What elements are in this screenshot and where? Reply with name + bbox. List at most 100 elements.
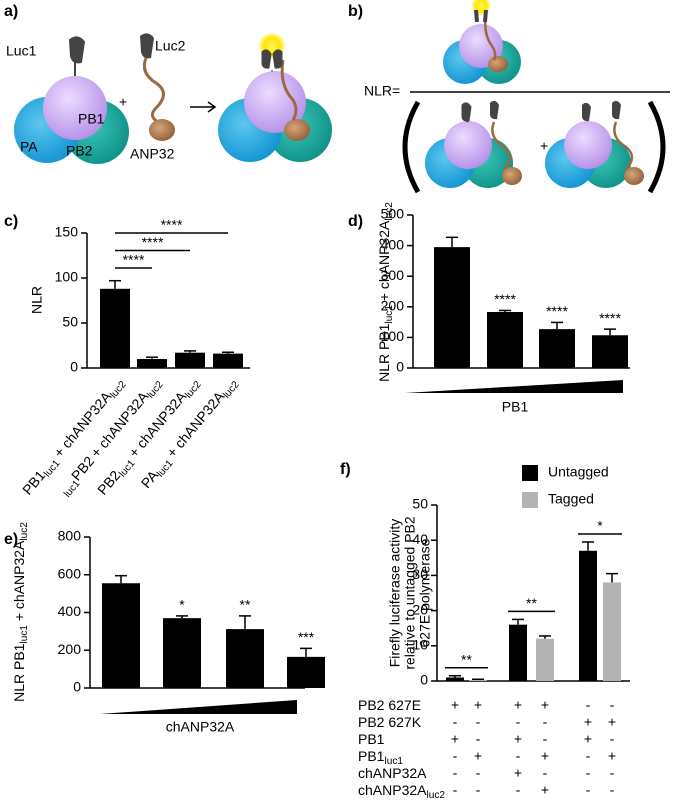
label-part: luc2 (108, 379, 129, 401)
significance-label: **** (599, 310, 621, 326)
condition-cell: - (453, 714, 458, 730)
anp32-domain (284, 119, 310, 141)
y-tick-label: 150 (55, 224, 79, 240)
y-tick-label: 200 (381, 298, 405, 314)
label-part: PB2 627E (358, 697, 421, 713)
condition-label: PB2 627K (358, 714, 422, 730)
label-part: PB1 (358, 731, 385, 747)
panel-label: b) (348, 3, 363, 20)
anp32-tail (142, 57, 165, 124)
panel-label: a) (4, 3, 18, 20)
luc1-label: Luc1 (6, 43, 37, 59)
pb1-subunit (43, 76, 107, 140)
y-tick-label: 200 (58, 641, 82, 657)
label-part: luc2 (19, 522, 30, 541)
legend-swatch (522, 492, 538, 508)
y-axis-label: NLR PB1luc1 + chANP32Aluc2 (11, 522, 30, 702)
panel-label: d) (348, 213, 363, 230)
condition-cell: - (610, 765, 615, 781)
pa-label: PA (20, 139, 38, 155)
y-tick-label: 800 (58, 528, 82, 544)
panel-label: e) (4, 531, 18, 548)
anp32-tail (280, 59, 298, 121)
significance-label: * (179, 597, 185, 613)
pb2-label: PB2 (66, 143, 93, 159)
bar (434, 247, 470, 368)
label-part: luc1 (19, 625, 30, 644)
condition-cell: + (514, 697, 522, 713)
label-part: luc2 (183, 379, 204, 401)
label-part: luc2 (221, 379, 242, 401)
anp32-tail (484, 13, 497, 61)
luc1-tag (68, 36, 86, 76)
condition-label: PB1 (358, 731, 385, 747)
significance-label: * (597, 518, 603, 534)
condition-cell: - (610, 697, 615, 713)
significance-label: ** (461, 651, 472, 667)
condition-cell: - (453, 765, 458, 781)
condition-cell: - (586, 697, 591, 713)
anp32-domain (488, 56, 508, 72)
bar (536, 638, 554, 681)
y-tick-label: 10 (412, 637, 428, 653)
bar (509, 624, 527, 681)
luc2-label: Luc2 (155, 38, 186, 54)
condition-cell: - (516, 782, 521, 798)
legend-label: Untagged (548, 464, 609, 480)
condition-cell: - (476, 765, 481, 781)
y-tick-label: 0 (70, 359, 78, 375)
condition-label: chANP32Aluc2 (358, 782, 445, 800)
label-part: luc2 (384, 202, 395, 221)
bar (137, 359, 167, 368)
parenthesis (647, 100, 666, 194)
y-tick-label: 100 (381, 328, 405, 344)
pb1-label: PB1 (78, 111, 105, 127)
condition-cell: - (516, 714, 521, 730)
y-tick-label: 500 (381, 206, 405, 222)
condition-cell: - (543, 714, 548, 730)
anp32-tail (613, 121, 634, 170)
pb1-subunit (444, 121, 492, 169)
label-part: luc2 (426, 790, 445, 800)
anp32-domain (624, 167, 644, 185)
label-part: NLR PB1 (376, 323, 392, 382)
y-axis-label: relative to untagged PB2 (402, 516, 418, 670)
nlr-label: NLR= (364, 83, 400, 99)
anp32-tail (491, 121, 512, 170)
significance-label: **** (161, 217, 183, 233)
condition-cell: + (451, 731, 459, 747)
significance-label: *** (298, 629, 315, 645)
diagram-b: b) NLR= + (348, 0, 670, 194)
condition-label: PB1luc1 (358, 748, 403, 767)
y-axis-label: Firefly luciferase activity (387, 519, 403, 668)
x-axis-label: chANP32A (166, 719, 235, 735)
condition-cell: - (516, 748, 521, 764)
condition-cell: + (514, 731, 522, 747)
y-tick-label: 50 (62, 314, 78, 330)
label-part: NLR PB1 (11, 643, 27, 702)
condition-label: PB2 627E (358, 697, 421, 713)
y-axis-label: 627E polymerase (417, 538, 433, 647)
condition-cell: - (476, 731, 481, 747)
parenthesis (402, 100, 421, 194)
condition-cell: - (610, 731, 615, 747)
condition-cell: - (586, 748, 591, 764)
significance-label: **** (494, 291, 516, 307)
luc-tags (261, 49, 283, 72)
y-tick-label: 30 (412, 566, 428, 582)
panel-label: c) (4, 213, 18, 230)
label-part: PB1 (358, 748, 385, 764)
luc2-tag (490, 100, 499, 120)
bar (446, 677, 464, 681)
luminescence (471, 0, 491, 16)
pb1-subunit (459, 24, 503, 68)
y-tick-label: 400 (381, 236, 405, 252)
label-part: + chANP32A (11, 540, 27, 625)
bar (102, 583, 140, 688)
condition-label: chANP32A (358, 765, 427, 781)
label-part: luc2 (145, 379, 166, 401)
condition-cell: + (541, 782, 549, 798)
condition-cell: + (541, 748, 549, 764)
label-part: luc1 (384, 305, 395, 324)
